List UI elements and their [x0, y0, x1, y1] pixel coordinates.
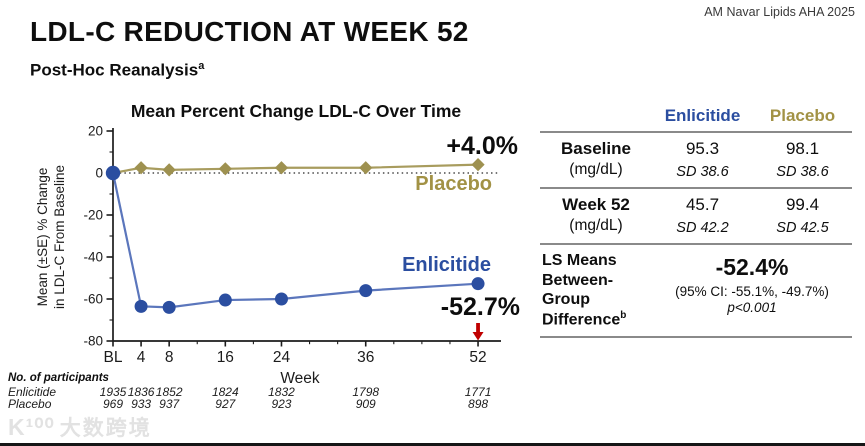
- x-axis-label: Week: [280, 370, 320, 387]
- participant-count: 1771: [465, 385, 492, 399]
- ls-means-value-cell: -52.4% (95% CI: -55.1%, -49.7%) p<0.001: [652, 251, 852, 329]
- watermark: K¹⁰⁰ 大数跨境: [8, 412, 152, 442]
- row-label-week52: Week 52 (mg/dL): [562, 195, 630, 234]
- y-tick-label: -80: [83, 334, 103, 349]
- baseline-placebo-mean: 98.1: [785, 139, 820, 158]
- x-tick-label: 52: [469, 349, 486, 366]
- data-point-enlicitide: [134, 299, 148, 313]
- x-tick-label: 24: [273, 349, 291, 366]
- ls-means-footnote-marker: b: [620, 309, 627, 321]
- baseline-placebo-sd: SD 38.6: [776, 164, 829, 180]
- week52-enlicitide-cell: 45.7 SD 42.2: [652, 195, 753, 236]
- data-point-placebo: [218, 162, 232, 176]
- baseline-enlicitide-mean: 95.3: [685, 139, 720, 158]
- week52-enlicitide-mean: 45.7: [685, 195, 720, 214]
- series-label-placebo: Placebo: [415, 173, 492, 195]
- week52-placebo-cell: 99.4 SD 42.5: [753, 195, 852, 236]
- y-tick-label: -20: [83, 208, 103, 223]
- participant-count: 898: [468, 397, 488, 411]
- participants-heading: No. of participants: [8, 372, 109, 384]
- participants-row-label: Enlicitide: [8, 385, 56, 399]
- summary-table: Enlicitide Placebo Baseline (mg/dL) 95.3…: [540, 106, 852, 339]
- data-point-placebo: [471, 158, 485, 172]
- table-row-baseline: Baseline (mg/dL) 95.3 SD 38.6 98.1 SD 38…: [540, 133, 852, 189]
- ls-means-pvalue: p<0.001: [727, 300, 777, 315]
- column-header-placebo: Placebo: [769, 106, 836, 125]
- row-label-baseline: Baseline (mg/dL): [561, 139, 631, 178]
- participant-count: 1824: [212, 385, 239, 399]
- participant-count: 969: [103, 397, 123, 411]
- week52-arrowhead-icon: [472, 332, 484, 341]
- participant-count: 1798: [352, 385, 379, 399]
- ls-means-ci: (95% CI: -55.1%, -49.7%): [675, 284, 829, 299]
- chart-title: Mean Percent Change LDL-C Over Time: [131, 101, 462, 121]
- table-row-week52: Week 52 (mg/dL) 45.7 SD 42.2 99.4 SD 42.…: [540, 189, 852, 245]
- data-point-enlicitide: [274, 292, 288, 306]
- week52-placebo-sd: SD 42.5: [776, 220, 829, 236]
- ldl-c-line-chart: Mean Percent Change LDL-C Over Time Mean …: [8, 101, 520, 411]
- week52-placebo-mean: 99.4: [785, 195, 820, 214]
- watermark-text: 大数跨境: [59, 417, 152, 440]
- subtitle-footnote-marker: a: [198, 60, 205, 72]
- participant-count: 1832: [268, 385, 295, 399]
- data-point-placebo: [162, 163, 176, 177]
- participant-count: 1935: [100, 385, 127, 399]
- data-point-enlicitide: [105, 165, 121, 181]
- x-tick-label: 36: [357, 349, 374, 366]
- data-point-enlicitide: [162, 300, 176, 314]
- data-point-placebo: [134, 161, 148, 175]
- data-point-enlicitide: [359, 284, 373, 298]
- attribution-text: AM Navar Lipids AHA 2025: [704, 5, 855, 19]
- table-corner-cell: [540, 106, 652, 126]
- column-header-enlicitide: Enlicitide: [664, 106, 741, 125]
- y-axis-label-line2: in LDL-C From Baseline: [52, 165, 67, 309]
- week52-enlicitide-sd: SD 42.2: [676, 220, 729, 236]
- baseline-enlicitide-sd: SD 38.6: [676, 164, 729, 180]
- y-tick-label: -40: [83, 250, 103, 265]
- y-tick-label: -60: [83, 292, 103, 307]
- table-row-ls-means: LS Means Between-Group Differenceb -52.4…: [540, 245, 852, 339]
- baseline-placebo-cell: 98.1 SD 38.6: [753, 139, 852, 180]
- page-subtitle: Post-Hoc Reanalysisa: [30, 60, 204, 81]
- participant-count: 937: [159, 397, 180, 411]
- participant-count: 1852: [156, 385, 183, 399]
- data-point-enlicitide: [471, 277, 485, 291]
- participant-count: 1836: [128, 385, 155, 399]
- annotation-enlicitide-change: -52.7%: [441, 293, 520, 321]
- data-point-enlicitide: [218, 293, 232, 307]
- x-tick-label: BL: [104, 349, 123, 366]
- subtitle-text: Post-Hoc Reanalysis: [30, 60, 199, 80]
- annotation-placebo-change: +4.0%: [446, 132, 518, 160]
- x-tick-label: 8: [165, 349, 174, 366]
- page-title: LDL-C REDUCTION AT WEEK 52: [30, 16, 469, 47]
- series-label-enlicitide: Enlicitide: [402, 254, 491, 276]
- x-tick-label: 4: [137, 349, 146, 366]
- participants-row-label: Placebo: [8, 397, 52, 411]
- participant-count: 909: [356, 397, 376, 411]
- table-header-row: Enlicitide Placebo: [540, 106, 852, 133]
- watermark-logo: K¹⁰⁰: [8, 413, 55, 440]
- participant-count: 923: [271, 397, 291, 411]
- data-point-placebo: [359, 161, 373, 175]
- y-tick-label: 0: [95, 166, 103, 181]
- x-tick-label: 16: [217, 349, 234, 366]
- participant-count: 927: [215, 397, 236, 411]
- baseline-enlicitide-cell: 95.3 SD 38.6: [652, 139, 753, 180]
- y-tick-label: 20: [88, 124, 103, 139]
- row-label-ls-means: LS Means Between-Group Differenceb: [542, 252, 627, 328]
- y-axis-label-line1: Mean (±SE) % Change: [35, 168, 50, 307]
- ls-means-difference: -52.4%: [715, 254, 789, 280]
- data-point-placebo: [274, 161, 289, 175]
- participant-count: 933: [131, 397, 151, 411]
